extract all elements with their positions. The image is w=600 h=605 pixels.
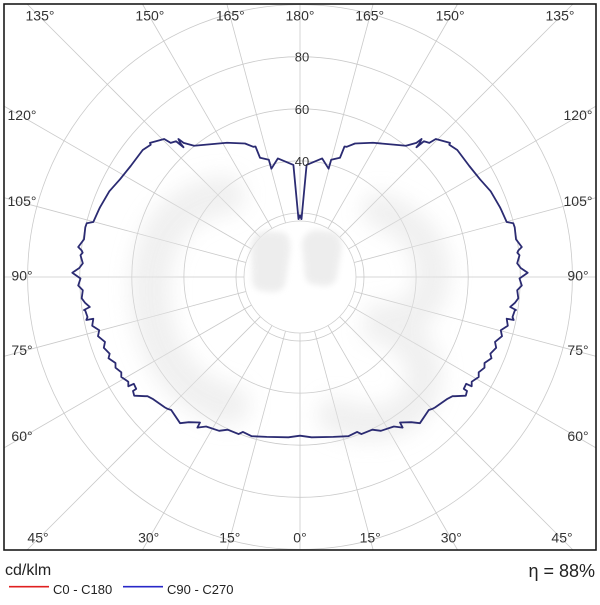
svg-text:90°: 90° (567, 268, 588, 284)
svg-text:165°: 165° (216, 8, 245, 24)
svg-text:150°: 150° (135, 8, 164, 24)
svg-text:135°: 135° (546, 8, 575, 24)
svg-text:60°: 60° (11, 428, 32, 444)
svg-text:120°: 120° (8, 107, 37, 123)
svg-text:120°: 120° (564, 107, 593, 123)
svg-text:30°: 30° (441, 530, 462, 546)
svg-text:40: 40 (295, 154, 309, 169)
svg-text:75°: 75° (567, 342, 588, 358)
svg-text:180°: 180° (286, 8, 315, 24)
svg-text:η = 88%: η = 88% (528, 561, 595, 581)
svg-text:C90 - C270: C90 - C270 (167, 582, 233, 597)
svg-text:15°: 15° (360, 530, 381, 546)
svg-text:80: 80 (295, 50, 309, 65)
svg-text:105°: 105° (564, 193, 593, 209)
svg-text:90°: 90° (11, 268, 32, 284)
svg-text:0°: 0° (293, 530, 306, 546)
svg-text:30°: 30° (138, 530, 159, 546)
svg-text:75°: 75° (11, 342, 32, 358)
svg-text:105°: 105° (8, 193, 37, 209)
svg-text:60: 60 (295, 102, 309, 117)
svg-text:45°: 45° (551, 530, 572, 546)
svg-text:15°: 15° (219, 530, 240, 546)
svg-text:C0 - C180: C0 - C180 (53, 582, 112, 597)
svg-text:45°: 45° (27, 530, 48, 546)
svg-text:cd/klm: cd/klm (5, 562, 51, 579)
svg-text:150°: 150° (436, 8, 465, 24)
svg-text:135°: 135° (26, 8, 55, 24)
svg-text:60°: 60° (567, 428, 588, 444)
svg-text:165°: 165° (355, 8, 384, 24)
